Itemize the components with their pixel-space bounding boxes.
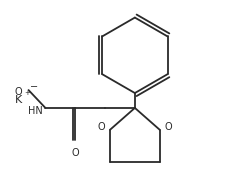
Text: +: + xyxy=(25,90,30,96)
Text: O: O xyxy=(165,122,172,132)
Text: O: O xyxy=(97,122,105,132)
Text: −: − xyxy=(30,82,38,92)
Text: O: O xyxy=(72,148,79,158)
Text: HN: HN xyxy=(28,106,42,116)
Text: O: O xyxy=(15,87,22,97)
Text: K: K xyxy=(15,95,22,105)
